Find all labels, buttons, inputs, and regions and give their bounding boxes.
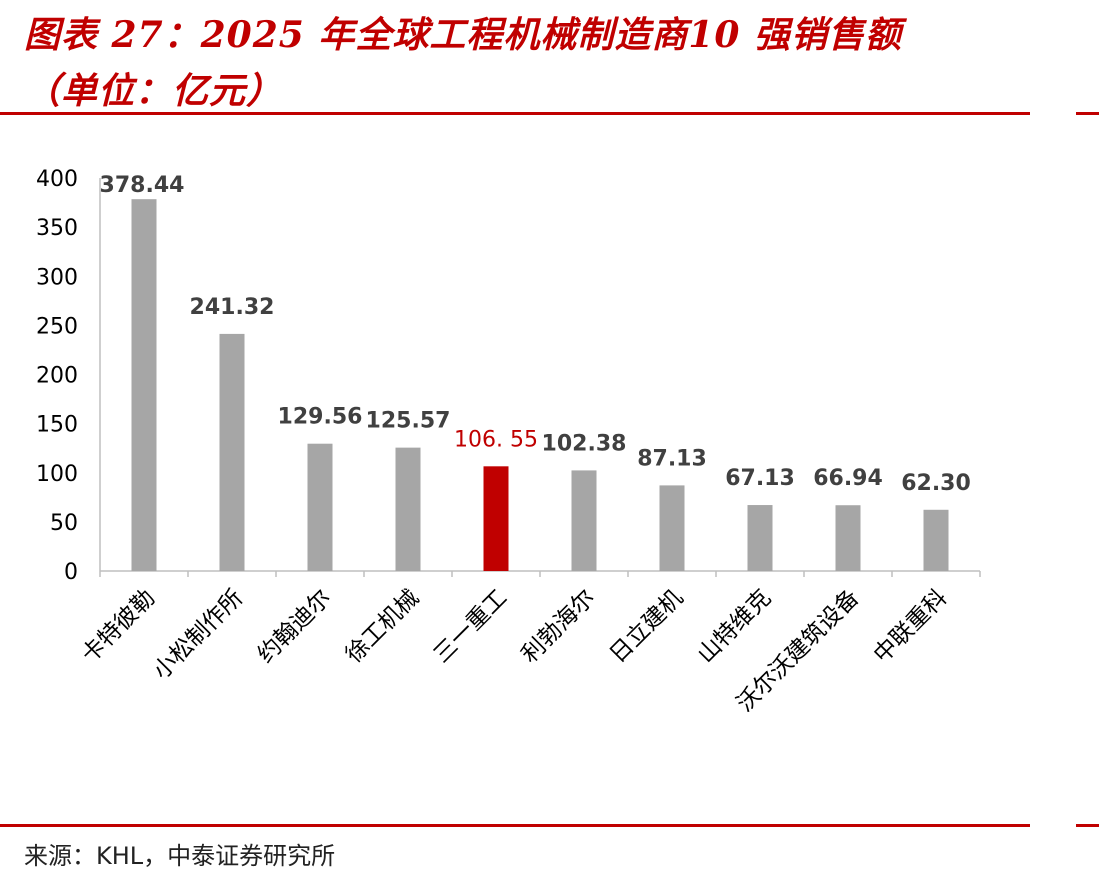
- category-label: 卡特彼勒: [77, 585, 160, 668]
- y-tick-label: 300: [36, 265, 78, 290]
- bar-chart: 0 50 100 150 200 250 300 350 400 378.44 241.32 129…: [36, 167, 981, 717]
- chart-subtitle-unit: （单位：亿元）: [24, 70, 284, 112]
- bar: [395, 447, 421, 571]
- value-label: 106. 55: [454, 427, 538, 452]
- value-label: 87.13: [637, 446, 707, 471]
- value-label: 125.57: [366, 409, 451, 434]
- source-note: 来源：KHL，中泰证券研究所: [24, 842, 336, 870]
- category-label: 约翰迪尔: [253, 585, 336, 668]
- value-label: 67.13: [725, 466, 795, 491]
- category-label: 小松制作所: [149, 585, 249, 685]
- bar: [131, 199, 157, 571]
- value-label: 241.32: [190, 295, 275, 320]
- bar: [219, 333, 245, 571]
- category-label: 中联重科: [869, 585, 952, 668]
- bar: [835, 505, 861, 571]
- y-tick-label: 150: [36, 413, 78, 438]
- bar: [923, 509, 949, 571]
- footer-rule: [0, 824, 1030, 827]
- y-tick-labels: 0 50 100 150 200 250 300 350 400: [36, 167, 78, 585]
- value-label: 129.56: [278, 405, 363, 430]
- value-label: 66.94: [813, 466, 883, 491]
- y-tick-label: 50: [50, 511, 78, 536]
- y-tick-label: 200: [36, 364, 78, 389]
- bar: [747, 505, 773, 571]
- chart-title: 图表 27：2025 年全球工程机械制造商10 强销售额: [24, 14, 902, 56]
- y-tick-label: 400: [36, 167, 78, 192]
- y-tick-label: 350: [36, 216, 78, 241]
- bar: [659, 485, 685, 571]
- value-label: 62.30: [901, 471, 971, 496]
- category-label: 山特维克: [693, 585, 776, 668]
- header-rule-tail: [1076, 112, 1099, 115]
- bar: [483, 466, 509, 571]
- header-rule: [0, 112, 1030, 115]
- footer-rule-tail: [1076, 824, 1099, 827]
- category-label: 三一重工: [429, 585, 512, 668]
- y-tick-label: 0: [64, 560, 78, 585]
- value-label: 378.44: [100, 173, 185, 198]
- bar: [307, 443, 333, 571]
- category-label: 利勃海尔: [517, 585, 600, 668]
- bars: [131, 199, 949, 571]
- y-tick-label: 250: [36, 314, 78, 339]
- category-label: 日立建机: [605, 585, 688, 668]
- value-label: 102.38: [542, 431, 627, 456]
- category-label: 徐工机械: [341, 585, 424, 668]
- x-tick-marks: [99, 571, 981, 577]
- bar: [571, 470, 597, 571]
- y-tick-label: 100: [36, 462, 78, 487]
